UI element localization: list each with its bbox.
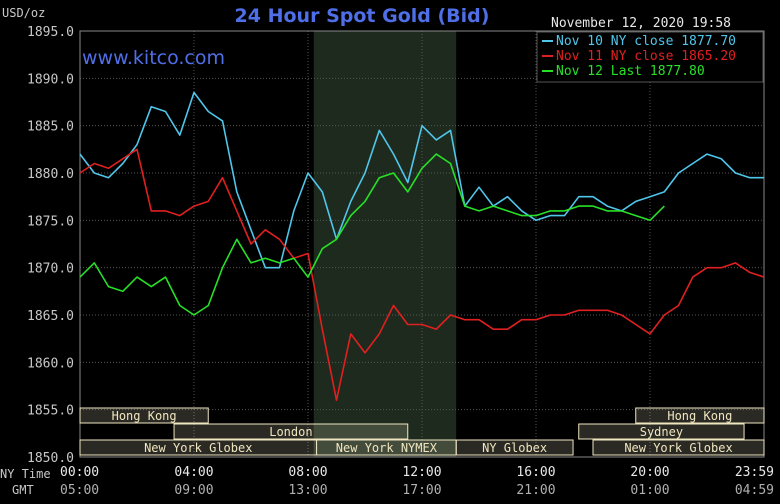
x-tick-label-gmt: 05:00: [60, 483, 99, 498]
x-tick-label-ny: 00:00: [60, 465, 99, 480]
session-box: [173, 423, 409, 440]
session-label: NY Globex: [482, 441, 547, 455]
session-label: Sydney: [640, 425, 683, 439]
watermark: www.kitco.com: [82, 47, 225, 69]
x-tick-label-ny: 16:00: [516, 465, 555, 480]
y-tick-label: 1850.0: [27, 451, 74, 466]
x-tick-label-ny: 04:00: [174, 465, 213, 480]
x-tick-label-ny: 08:00: [288, 465, 327, 480]
session-box: [79, 407, 209, 424]
unit-label: USD/oz: [2, 6, 45, 20]
x-tick-label-gmt: 04:59: [735, 483, 774, 498]
x-tick-label-gmt: 17:00: [402, 483, 441, 498]
gmt-row-label: GMT: [12, 483, 34, 497]
chart-title: 24 Hour Spot Gold (Bid): [235, 5, 490, 27]
session-label: Hong Kong: [112, 409, 177, 423]
x-axis-ticks: 00:00 05:00 04:00 09:00 08:00 13:00 12:00 17:00…: [60, 465, 774, 498]
legend-label-1: Nov 10 NY close 1877.70: [556, 34, 736, 49]
y-tick-label: 1875.0: [27, 214, 74, 229]
y-tick-label: 1855.0: [27, 404, 74, 419]
plot-frame: [79, 30, 765, 458]
y-tick-label: 1885.0: [27, 120, 74, 135]
ny-time-row-label: NY Time: [0, 467, 51, 481]
nymex-session-band: [313, 31, 457, 457]
y-tick-label: 1890.0: [27, 72, 74, 87]
x-tick-label-ny: 23:59: [735, 465, 774, 480]
session-label: New York Globex: [144, 441, 252, 455]
legend-box: [536, 31, 764, 83]
market-sessions: Hong Kong London New York Globex New York N…: [79, 407, 765, 456]
session-box: [635, 407, 765, 424]
series-lines: [79, 91, 765, 401]
x-tick-label-ny: 20:00: [630, 465, 669, 480]
y-tick-label: 1880.0: [27, 167, 74, 182]
x-tick-label-gmt: 21:00: [516, 483, 555, 498]
y-tick-label: 1860.0: [27, 356, 74, 371]
session-label: Hong Kong: [667, 409, 732, 423]
x-tick-label-gmt: 01:00: [630, 483, 669, 498]
session-box: [578, 423, 745, 440]
grid: [79, 30, 765, 458]
x-tick-label-gmt: 09:00: [174, 483, 213, 498]
timestamp: November 12, 2020 19:58: [551, 16, 731, 31]
nymex-band-rect: [313, 31, 457, 457]
series-line-3: [79, 153, 665, 316]
session-label: New York Globex: [624, 441, 732, 455]
x-tick-label-ny: 12:00: [402, 465, 441, 480]
session-label: New York NYMEX: [336, 441, 438, 455]
series-line-2: [79, 148, 765, 401]
y-tick-label: 1895.0: [27, 25, 74, 40]
series-line-1: [79, 91, 764, 269]
x-tick-label-gmt: 13:00: [288, 483, 327, 498]
legend-label-2: Nov 11 NY close 1865.20: [556, 49, 736, 64]
session-box: [455, 439, 574, 456]
y-tick-label: 1865.0: [27, 309, 74, 324]
session-label: London: [269, 425, 312, 439]
y-tick-label: 1870.0: [27, 262, 74, 277]
y-axis-ticks: 1895.0 1890.0 1885.0 1880.0 1875.0 1870.0 1865…: [27, 25, 74, 466]
legend-label-3: Nov 12 Last 1877.80: [556, 64, 705, 79]
session-box: [592, 439, 765, 456]
